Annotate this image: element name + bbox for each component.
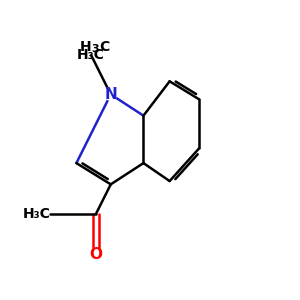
Circle shape xyxy=(89,248,103,261)
Text: H: H xyxy=(80,40,91,54)
Text: O: O xyxy=(89,247,103,262)
Text: N: N xyxy=(104,87,117,102)
Text: C: C xyxy=(99,40,110,54)
Text: 3: 3 xyxy=(92,44,99,54)
Text: H₃C: H₃C xyxy=(77,48,105,62)
Circle shape xyxy=(105,88,117,100)
Text: H₃C: H₃C xyxy=(22,207,50,221)
